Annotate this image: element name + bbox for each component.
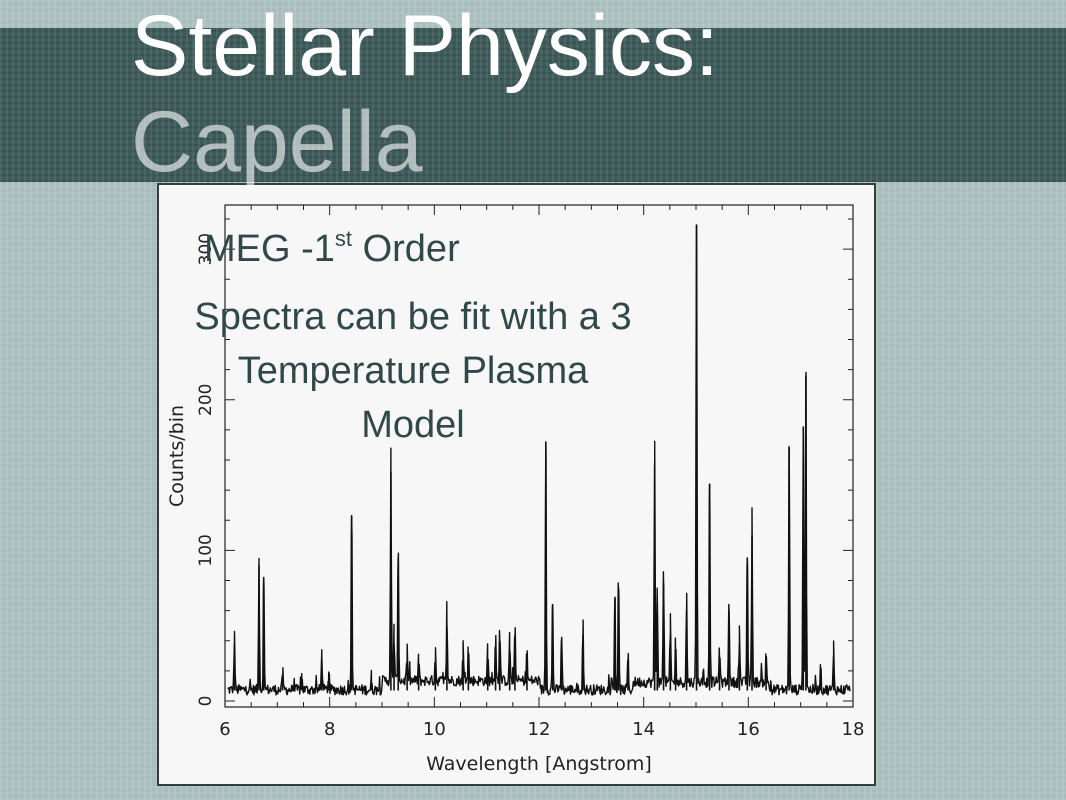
slide-title: Stellar Physics: Capella [131,0,719,190]
spectrum-line [227,224,851,696]
y-tick-label: 0 [196,696,216,707]
order-label-rest: Order [352,228,460,270]
order-label-main: MEG -1 [204,228,335,270]
slide-title-line-2: Capella [131,94,423,190]
spectrum-chart: 6 8 10 12 14 16 18 0 100 200 300 Wavelength [Angstr… [166,204,865,775]
x-axis-label: Wavelength [Angstrom] [426,753,652,775]
plasma-model-note: Spectra can be fit with a 3 Temperature … [194,296,632,446]
y-tick-label: 200 [196,384,216,416]
x-tick-label: 14 [632,719,655,740]
order-label-superscript: st [334,226,353,251]
x-tick-label: 18 [842,719,865,740]
spectrum-figure: 6 8 10 12 14 16 18 0 100 200 300 Wavelength [Angstr… [157,183,876,786]
spectrum-order-label: MEG -1st Order [204,226,460,272]
x-tick-label: 16 [737,719,760,740]
x-tick-label: 8 [324,719,335,740]
plot-frame [224,204,854,708]
y-tick-label: 100 [196,534,216,566]
x-tick-label: 10 [423,719,446,740]
y-axis-label: Counts/bin [166,405,188,507]
x-tick-label: 6 [219,719,230,740]
slide-title-line-1: Stellar Physics: [131,0,719,94]
y-tick-label: 300 [196,233,216,265]
x-tick-label: 12 [528,719,551,740]
title-band [0,28,1066,182]
